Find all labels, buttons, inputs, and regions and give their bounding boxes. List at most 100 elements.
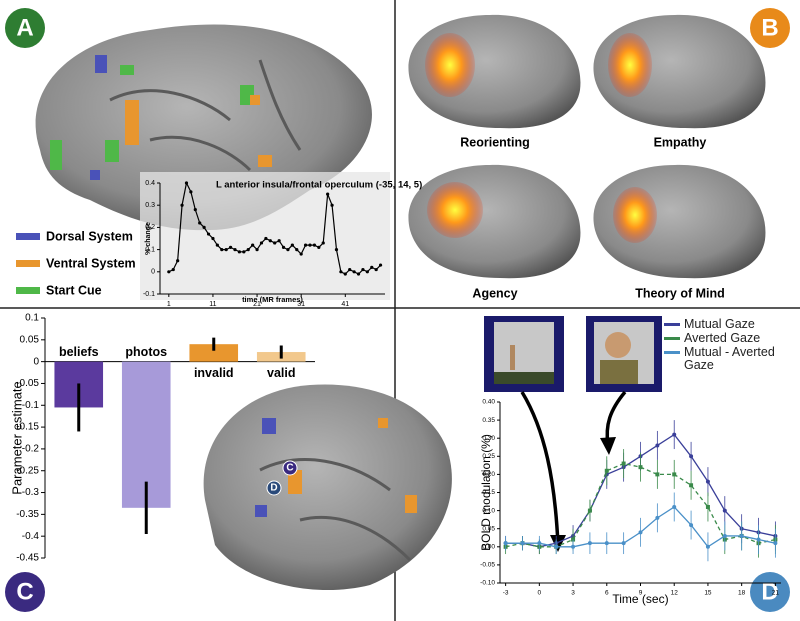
point bbox=[689, 454, 694, 459]
y-tick-label: 0.3 bbox=[145, 202, 155, 209]
point bbox=[317, 245, 321, 249]
region-label: C bbox=[286, 463, 293, 474]
y-tick-label: -0.3 bbox=[22, 487, 40, 498]
y-tick-label: 0 bbox=[151, 269, 155, 276]
point bbox=[638, 465, 643, 470]
x-tick-label: 15 bbox=[704, 590, 712, 597]
point bbox=[638, 530, 643, 535]
y-axis-label: BOLD modulation (%) bbox=[479, 434, 493, 551]
brains-b bbox=[408, 14, 766, 279]
point bbox=[251, 243, 255, 247]
y-tick-label: 0.4 bbox=[145, 180, 155, 187]
y-tick-label: 0.25 bbox=[482, 453, 495, 460]
point bbox=[215, 243, 219, 247]
point bbox=[554, 544, 559, 549]
legend-label: Mutual Gaze bbox=[684, 317, 755, 331]
caption: Reorienting bbox=[460, 135, 529, 149]
y-tick-label: 0.05 bbox=[482, 525, 495, 532]
point bbox=[299, 252, 303, 256]
y-tick-label: -0.05 bbox=[16, 378, 39, 389]
x-tick-label: 9 bbox=[639, 590, 643, 597]
x-tick-label: 6 bbox=[605, 590, 609, 597]
point bbox=[277, 239, 281, 243]
point bbox=[228, 245, 233, 249]
panel-letter: C bbox=[16, 578, 33, 605]
x-tick-label: 3 bbox=[571, 590, 575, 597]
category-label: invalid bbox=[194, 366, 234, 380]
point bbox=[356, 272, 361, 276]
panel-letter: A bbox=[16, 14, 33, 41]
point bbox=[286, 248, 290, 252]
point bbox=[722, 533, 727, 538]
inset-background bbox=[140, 172, 390, 300]
point bbox=[705, 544, 710, 549]
point bbox=[361, 267, 365, 272]
caption: Theory of Mind bbox=[635, 286, 725, 300]
panel-letter: D bbox=[761, 578, 778, 605]
panel-letter: B bbox=[761, 14, 778, 41]
point bbox=[334, 248, 339, 252]
y-tick-label: 0.30 bbox=[482, 435, 495, 442]
point bbox=[264, 236, 268, 241]
point bbox=[604, 541, 609, 546]
x-axis-label: time (MR frames) bbox=[242, 295, 303, 304]
y-tick-label: -0.10 bbox=[480, 580, 495, 587]
y-tick-label: 0.1 bbox=[25, 313, 39, 324]
brain-c: C D bbox=[203, 384, 452, 591]
point bbox=[281, 245, 286, 249]
x-axis-label: Time (sec) bbox=[612, 592, 668, 606]
x-tick-label: 12 bbox=[671, 590, 679, 597]
point bbox=[705, 504, 710, 509]
x-tick-label: 21 bbox=[253, 301, 261, 308]
legend-label: Averted Gaze bbox=[684, 331, 761, 345]
bar bbox=[189, 344, 239, 362]
point bbox=[303, 243, 308, 247]
category-label: beliefs bbox=[59, 345, 99, 359]
point bbox=[193, 208, 197, 212]
point bbox=[211, 236, 215, 241]
point bbox=[672, 504, 677, 509]
y-tick-label: 0.20 bbox=[482, 471, 495, 478]
point bbox=[189, 190, 193, 194]
y-tick-label: 0.35 bbox=[482, 417, 495, 424]
legend-swatch bbox=[664, 351, 680, 354]
point bbox=[273, 241, 277, 245]
point bbox=[176, 259, 180, 263]
y-tick-label: -0.05 bbox=[480, 562, 495, 569]
point bbox=[259, 241, 264, 245]
point bbox=[587, 508, 592, 513]
point bbox=[672, 472, 677, 477]
y-tick-label: 0.10 bbox=[482, 507, 495, 514]
caption: Agency bbox=[472, 286, 517, 300]
point bbox=[520, 541, 525, 546]
point bbox=[330, 203, 334, 207]
point bbox=[621, 461, 626, 466]
y-tick-label: 0.2 bbox=[145, 224, 155, 231]
point bbox=[180, 203, 184, 207]
point bbox=[326, 192, 330, 196]
point bbox=[587, 541, 592, 546]
y-tick-label: -0.35 bbox=[16, 509, 39, 520]
point bbox=[604, 468, 609, 473]
legend-label: Ventral System bbox=[46, 256, 136, 270]
point bbox=[255, 248, 259, 252]
point bbox=[246, 248, 250, 252]
x-tick-label: 21 bbox=[772, 590, 780, 597]
x-tick-label: 41 bbox=[341, 301, 349, 308]
point bbox=[202, 225, 206, 229]
y-axis-label: % change bbox=[145, 222, 152, 255]
panel-letters: A B C D bbox=[5, 8, 790, 612]
point bbox=[339, 270, 343, 274]
point bbox=[655, 443, 660, 448]
point bbox=[198, 221, 202, 225]
region-label: D bbox=[270, 483, 277, 494]
category-label: valid bbox=[267, 366, 296, 380]
x-tick-label: 18 bbox=[738, 590, 746, 597]
point bbox=[233, 248, 237, 252]
y-tick-label: -0.1 bbox=[143, 291, 155, 298]
point bbox=[756, 537, 761, 542]
y-tick-label: 0.1 bbox=[145, 246, 155, 253]
y-tick-label: -0.1 bbox=[22, 400, 40, 411]
